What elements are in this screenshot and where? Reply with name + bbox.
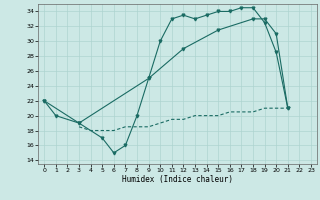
X-axis label: Humidex (Indice chaleur): Humidex (Indice chaleur) xyxy=(122,175,233,184)
